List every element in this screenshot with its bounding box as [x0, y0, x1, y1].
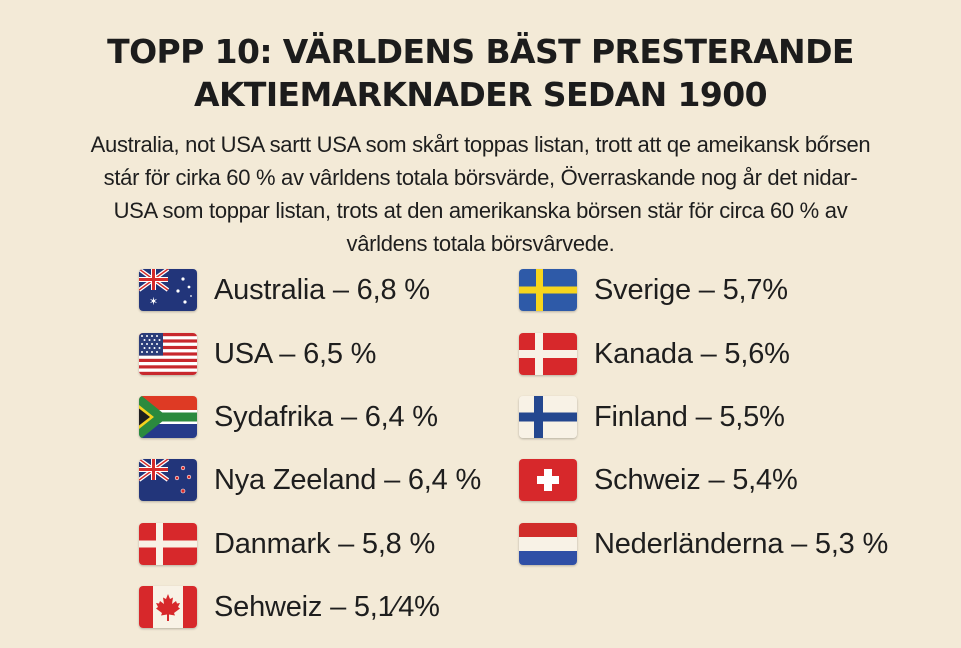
list-item-nya-zeeland: Nya Zeeland – 6,4 % [139, 458, 481, 502]
finland-flag-icon [519, 396, 577, 438]
list-item-danmark: Danmark – 5,8 % [139, 522, 435, 566]
list-item-label: Sydafrika – 6,4 % [214, 400, 438, 433]
sweden-flag-icon [519, 269, 577, 311]
title-line-2: AKTIEMARKNADER SEDAN 1900 [194, 75, 768, 114]
list-item-nederlanderna: Nederländerna – 5,3 % [519, 522, 888, 566]
title-line-1: TOPP 10: VÄRLDENS BÄST PRESTERANDE [107, 32, 854, 71]
intro-line-2: stár för cirka 60 % av vârldens totala b… [103, 165, 858, 190]
list-item-label: USA – 6,5 % [214, 337, 377, 370]
intro-line-3: USA som toppar listan, trots at den amer… [113, 198, 848, 223]
australia-flag-icon: ✶ [139, 269, 197, 311]
list-item-sverige: Sverige – 5,7% [519, 268, 788, 312]
list-item-schweiz: Schweiz – 5,4% [519, 458, 798, 502]
denmark-flag-icon [139, 523, 197, 565]
intro-paragraph: Australia, not USA sartt USA som skårt t… [20, 128, 941, 260]
list-item-label: Sehweiz – 5,1⁄4% [214, 590, 440, 623]
intro-line-4: vârldens totala börsvârvede. [346, 231, 615, 256]
list-item-label: Nya Zeeland – 6,4 % [214, 463, 482, 496]
list-item-sehweiz: Sehweiz – 5,1⁄4% [139, 585, 440, 629]
list-item-label: Danmark – 5,8 % [214, 527, 436, 560]
list-item-usa: USA – 6,5 % [139, 332, 376, 376]
svg-text:✶: ✶ [149, 296, 158, 308]
south-africa-flag-icon [139, 396, 197, 438]
denmark-flag-icon [519, 333, 577, 375]
list-item-label: Finland – 5,5% [594, 400, 785, 433]
list-item-kanada: Kanada – 5,6% [519, 332, 790, 376]
list-item-label: Schweiz – 5,4% [594, 463, 798, 496]
list-item-label: Australia – 6,8 % [214, 273, 430, 306]
canada-flag-icon [139, 586, 197, 628]
list-item-label: Sverige – 5,7% [594, 273, 788, 306]
intro-line-1: Australia, not USA sartt USA som skårt t… [90, 132, 871, 157]
list-item-label: Kanada – 5,6% [594, 337, 790, 370]
netherlands-flag-icon [519, 523, 577, 565]
list-item-australia: ✶ Australia – 6,8 % [139, 268, 430, 312]
list-item-label: Nederländerna – 5,3 % [594, 527, 889, 560]
usa-flag-icon [139, 333, 197, 375]
list-item-sydafrika: Sydafrika – 6,4 % [139, 395, 438, 439]
page-title: TOPP 10: VÄRLDENS BÄST PRESTERANDE AKTIE… [0, 30, 961, 116]
new-zealand-flag-icon [139, 459, 197, 501]
list-item-finland: Finland – 5,5% [519, 395, 785, 439]
switzerland-flag-icon [519, 459, 577, 501]
